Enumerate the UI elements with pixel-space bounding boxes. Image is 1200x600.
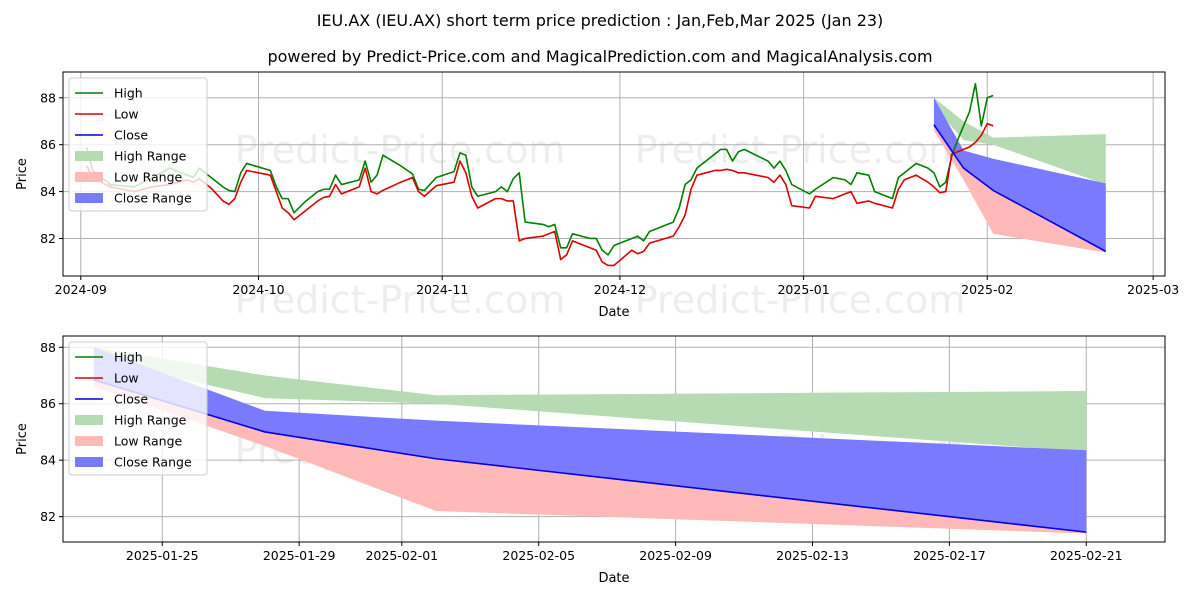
low-series-line <box>85 122 994 267</box>
y-tick-label: 86 <box>40 137 56 152</box>
legend-label-high: High <box>114 86 143 101</box>
x-tick-label: 2025-03 <box>1127 282 1179 297</box>
x-tick-label: 2024-09 <box>55 282 107 297</box>
legend-label-low: Low <box>114 371 139 386</box>
chart-panel-top: Predict-Price.com Predict-Price.com Predic… <box>15 71 1179 322</box>
legend-swatch-high-range <box>75 415 103 425</box>
close-range-area <box>933 97 1106 252</box>
high-series-line <box>85 82 994 256</box>
high-range-area <box>933 97 1106 185</box>
x-axis-label: Date <box>598 571 629 586</box>
x-tick-label: 2025-02-17 <box>913 548 986 563</box>
legend-label-close-range: Close Range <box>114 455 192 470</box>
x-tick-label: 2025-02-05 <box>502 548 575 563</box>
high-range-area <box>93 347 1087 452</box>
legend-label-high-range: High Range <box>114 413 187 428</box>
x-tick-label: 2025-01 <box>777 282 829 297</box>
y-tick-label: 84 <box>40 184 56 199</box>
x-tick-label: 2024-10 <box>232 282 284 297</box>
chart-title: IEU.AX (IEU.AX) short term price predict… <box>317 11 884 30</box>
legend-swatch-high-range <box>75 151 103 161</box>
legend-label-low: Low <box>114 107 139 122</box>
legend-label-close: Close <box>114 392 148 407</box>
close-range-area <box>93 347 1087 533</box>
x-tick-label: 2025-02-21 <box>1050 548 1123 563</box>
grid <box>63 72 1165 276</box>
legend-box <box>68 341 208 476</box>
x-tick-label: 2025-02-01 <box>365 548 438 563</box>
legend-label-low-range: Low Range <box>114 170 183 185</box>
legend-label-high: High <box>114 350 143 365</box>
y-tick-label: 82 <box>40 509 56 524</box>
chart-panel-bottom: Predict-Price.comPredict-Price.com2025-0… <box>15 335 1166 586</box>
y-tick-label: 82 <box>40 231 56 246</box>
x-tick-label: 2024-12 <box>594 282 646 297</box>
x-tick-label: 2025-02-09 <box>639 548 712 563</box>
axes-frame <box>62 335 1166 543</box>
plot-area <box>85 82 1107 267</box>
legend-swatch-close-range <box>75 457 103 467</box>
legend-swatch-close-range <box>75 193 103 203</box>
y-axis-label: Price <box>15 423 30 455</box>
chart-subtitle: powered by Predict-Price.com and Magical… <box>267 47 932 66</box>
legend-box <box>68 77 208 212</box>
x-tick-label: 2025-02-13 <box>776 548 849 563</box>
legend: High Low Close High Range Low Range Close Ran… <box>68 341 208 476</box>
legend: High Low Close High Range Low Range Close Ran… <box>68 77 208 212</box>
legend-swatch-low-range <box>75 436 103 446</box>
x-axis-label: Date <box>598 305 629 320</box>
y-tick-label: 88 <box>40 90 56 105</box>
x-tick-label: 2025-02 <box>961 282 1013 297</box>
legend-label-low-range: Low Range <box>114 434 183 449</box>
y-axis-label: Price <box>15 158 30 190</box>
legend-label-high-range: High Range <box>114 149 187 164</box>
watermark-text: Predict-Price.com <box>635 278 966 322</box>
y-tick-label: 86 <box>40 396 56 411</box>
watermark-text: Predict-Price.com <box>635 128 966 172</box>
x-tick-label: 2024-11 <box>416 282 468 297</box>
close-series-line <box>933 124 1107 253</box>
axes-frame <box>62 71 1166 277</box>
legend-label-close: Close <box>114 128 148 143</box>
legend-label-close-range: Close Range <box>114 191 192 206</box>
watermark-text: Predict-Price.com <box>235 278 566 322</box>
y-tick-label: 88 <box>40 340 56 355</box>
x-tick-label: 2025-01-29 <box>263 548 336 563</box>
legend-swatch-low-range <box>75 172 103 182</box>
x-tick-label: 2025-01-25 <box>126 548 199 563</box>
y-tick-label: 84 <box>40 453 56 468</box>
